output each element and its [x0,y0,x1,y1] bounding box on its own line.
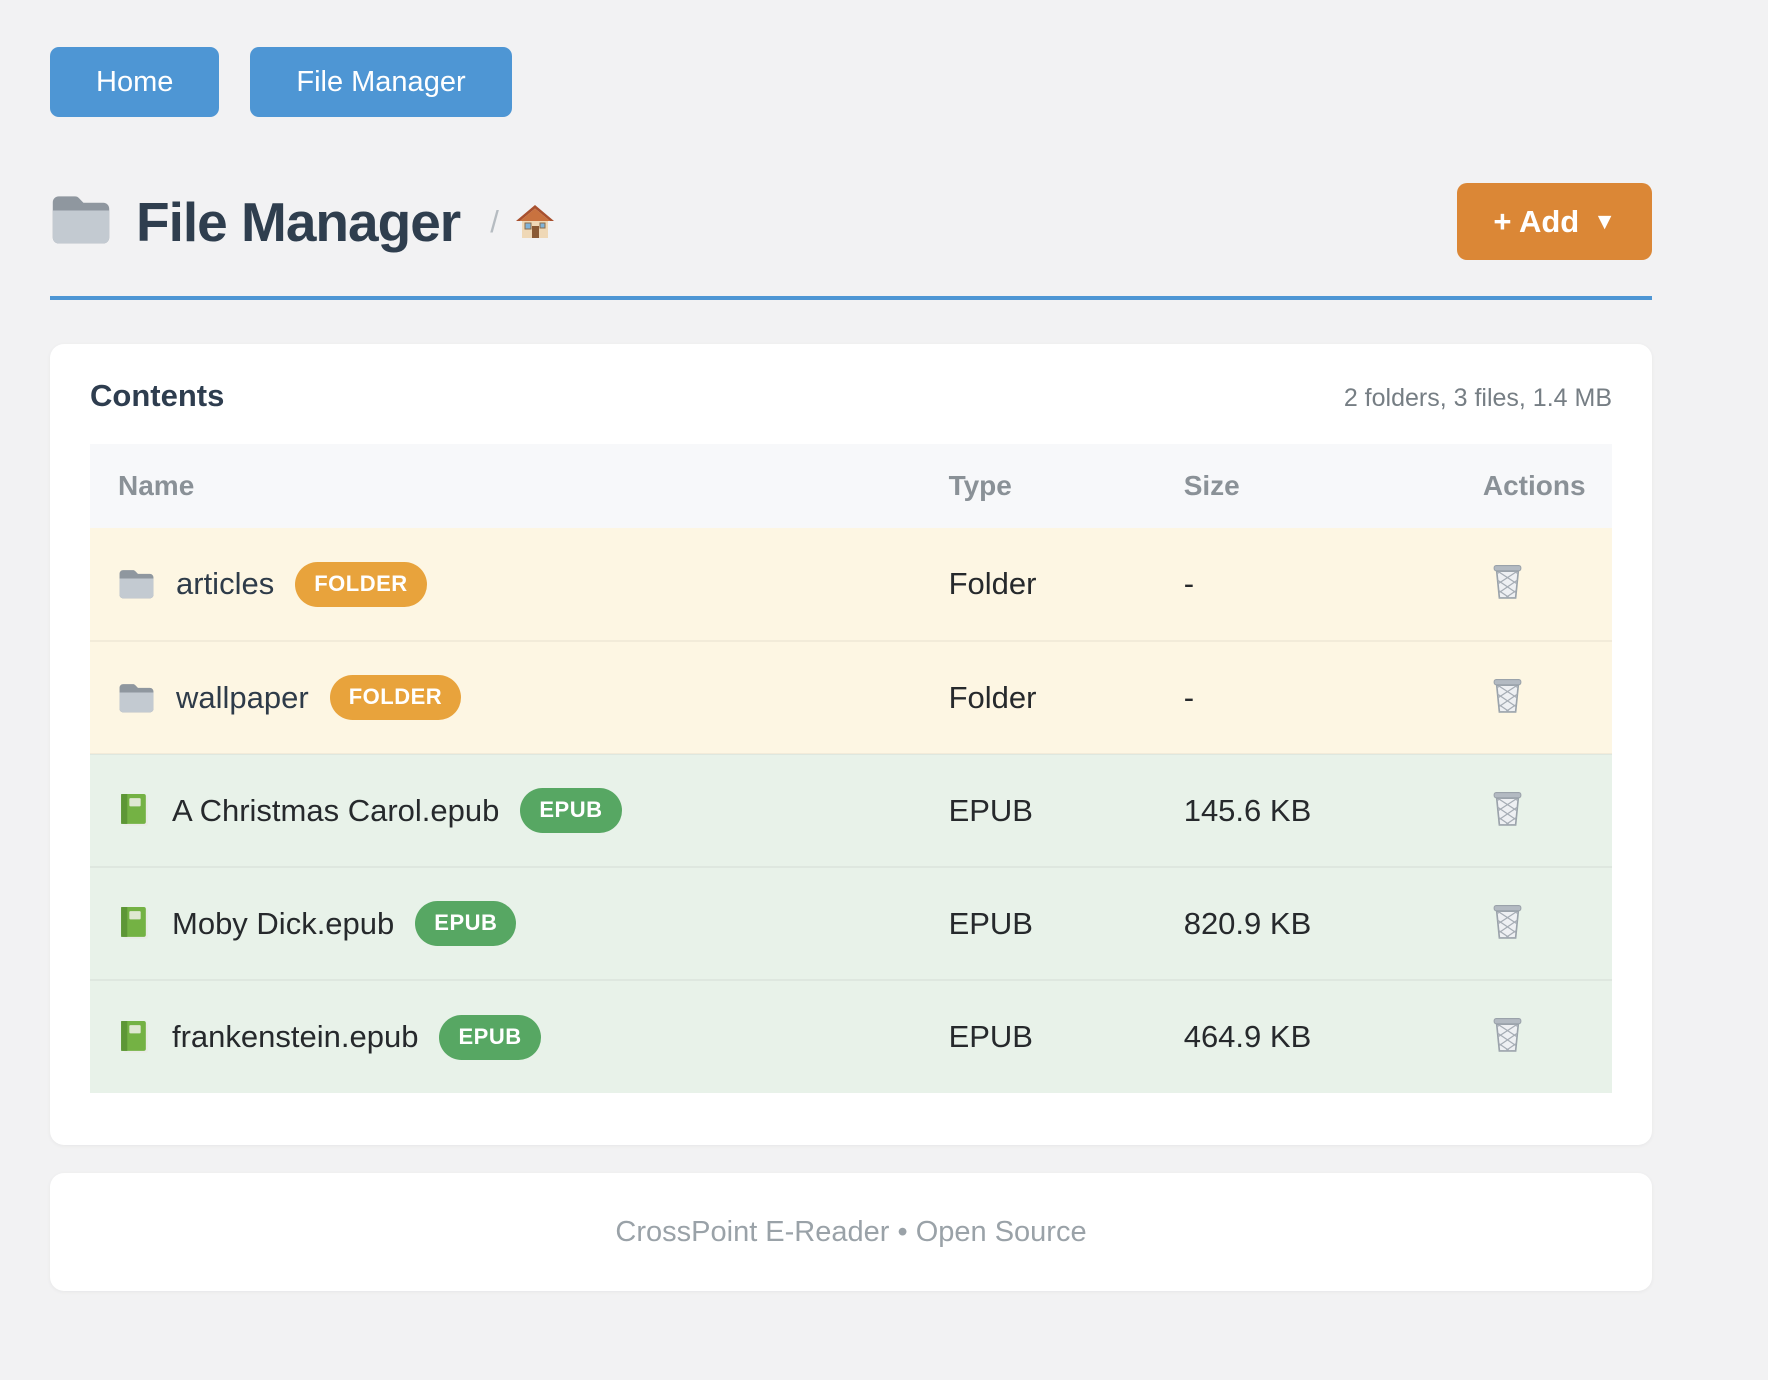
table-row[interactable]: Moby Dick.epub EPUB EPUB 820.9 KB [90,867,1612,980]
delete-button[interactable] [1467,563,1524,600]
trash-icon [1491,904,1524,943]
top-navigation: Home File Manager [50,47,1652,117]
header-divider [50,296,1652,300]
type-badge: EPUB [520,788,622,833]
add-button[interactable]: + Add ▼ [1457,183,1652,260]
file-name[interactable]: A Christmas Carol.epub [172,792,500,828]
type-badge: EPUB [439,1014,541,1060]
chevron-down-icon: ▼ [1593,208,1616,234]
name-cell: articles FOLDER [90,561,949,607]
house-icon[interactable] [515,204,555,240]
folder-icon [50,193,112,251]
page-footer: CrossPoint E-Reader • Open Source [50,1173,1652,1291]
trash-icon [1491,1018,1524,1056]
delete-button[interactable] [1467,903,1524,940]
table-row[interactable]: wallpaper FOLDER Folder - [90,641,1612,754]
name-cell: frankenstein.epub EPUB [90,1014,949,1060]
name-cell: wallpaper FOLDER [90,675,949,720]
column-header-actions: Actions [1466,444,1612,528]
breadcrumb-separator: / [490,203,499,239]
footer-text: CrossPoint E-Reader • Open Source [615,1215,1087,1248]
type-cell: EPUB [948,1019,1033,1054]
size-cell: - [1183,566,1195,601]
table-row[interactable]: frankenstein.epub EPUB EPUB 464.9 KB [90,980,1612,1093]
breadcrumb: / [490,204,555,240]
delete-button[interactable] [1467,677,1524,714]
file-name[interactable]: articles [176,566,275,601]
type-badge: FOLDER [329,675,462,720]
type-cell: EPUB [948,905,1033,941]
type-cell: EPUB [948,792,1033,828]
type-badge: EPUB [415,901,517,946]
table-row[interactable]: articles FOLDER Folder - [90,528,1612,641]
add-button-label: + Add [1493,203,1580,239]
folder-icon [118,568,155,600]
type-cell: Folder [948,566,1037,601]
page-container: Home File Manager File Manager / [50,0,1652,1291]
book-icon [118,1020,151,1055]
type-cell: Folder [948,679,1037,715]
table-header-row: Name Type Size Actions [90,444,1612,528]
book-icon [118,793,151,828]
trash-icon [1491,678,1524,717]
contents-card: Contents 2 folders, 3 files, 1.4 MB Name… [50,344,1652,1145]
title-group: File Manager / [50,190,555,254]
column-header-size: Size [1183,444,1467,528]
name-cell: A Christmas Carol.epub EPUB [90,788,949,833]
size-cell: 820.9 KB [1183,905,1312,941]
file-name[interactable]: frankenstein.epub [172,1019,419,1054]
name-cell: Moby Dick.epub EPUB [90,901,949,946]
column-header-name: Name [90,444,949,528]
contents-card-header: Contents 2 folders, 3 files, 1.4 MB [90,378,1612,414]
table-row[interactable]: A Christmas Carol.epub EPUB EPUB 145.6 K… [90,754,1612,867]
home-button[interactable]: Home [50,47,220,117]
file-name[interactable]: wallpaper [176,679,309,715]
type-badge: FOLDER [295,561,427,607]
delete-button[interactable] [1467,1016,1524,1053]
column-header-type: Type [948,444,1184,528]
book-icon [118,906,151,941]
size-cell: 145.6 KB [1183,792,1312,828]
contents-summary: 2 folders, 3 files, 1.4 MB [1343,384,1612,412]
trash-icon [1491,791,1524,830]
size-cell: - [1183,679,1195,715]
files-table-body: articles FOLDER Folder - [90,528,1612,1093]
folder-icon [118,682,155,714]
trash-icon [1491,565,1524,603]
files-table: Name Type Size Actions [90,444,1612,1093]
file-manager-button[interactable]: File Manager [250,47,512,117]
page-title: File Manager [136,190,461,253]
delete-button[interactable] [1467,790,1524,827]
file-name[interactable]: Moby Dick.epub [172,905,395,941]
page-header: File Manager / + Add ▼ [50,183,1652,260]
size-cell: 464.9 KB [1183,1019,1312,1054]
contents-title: Contents [90,378,225,413]
